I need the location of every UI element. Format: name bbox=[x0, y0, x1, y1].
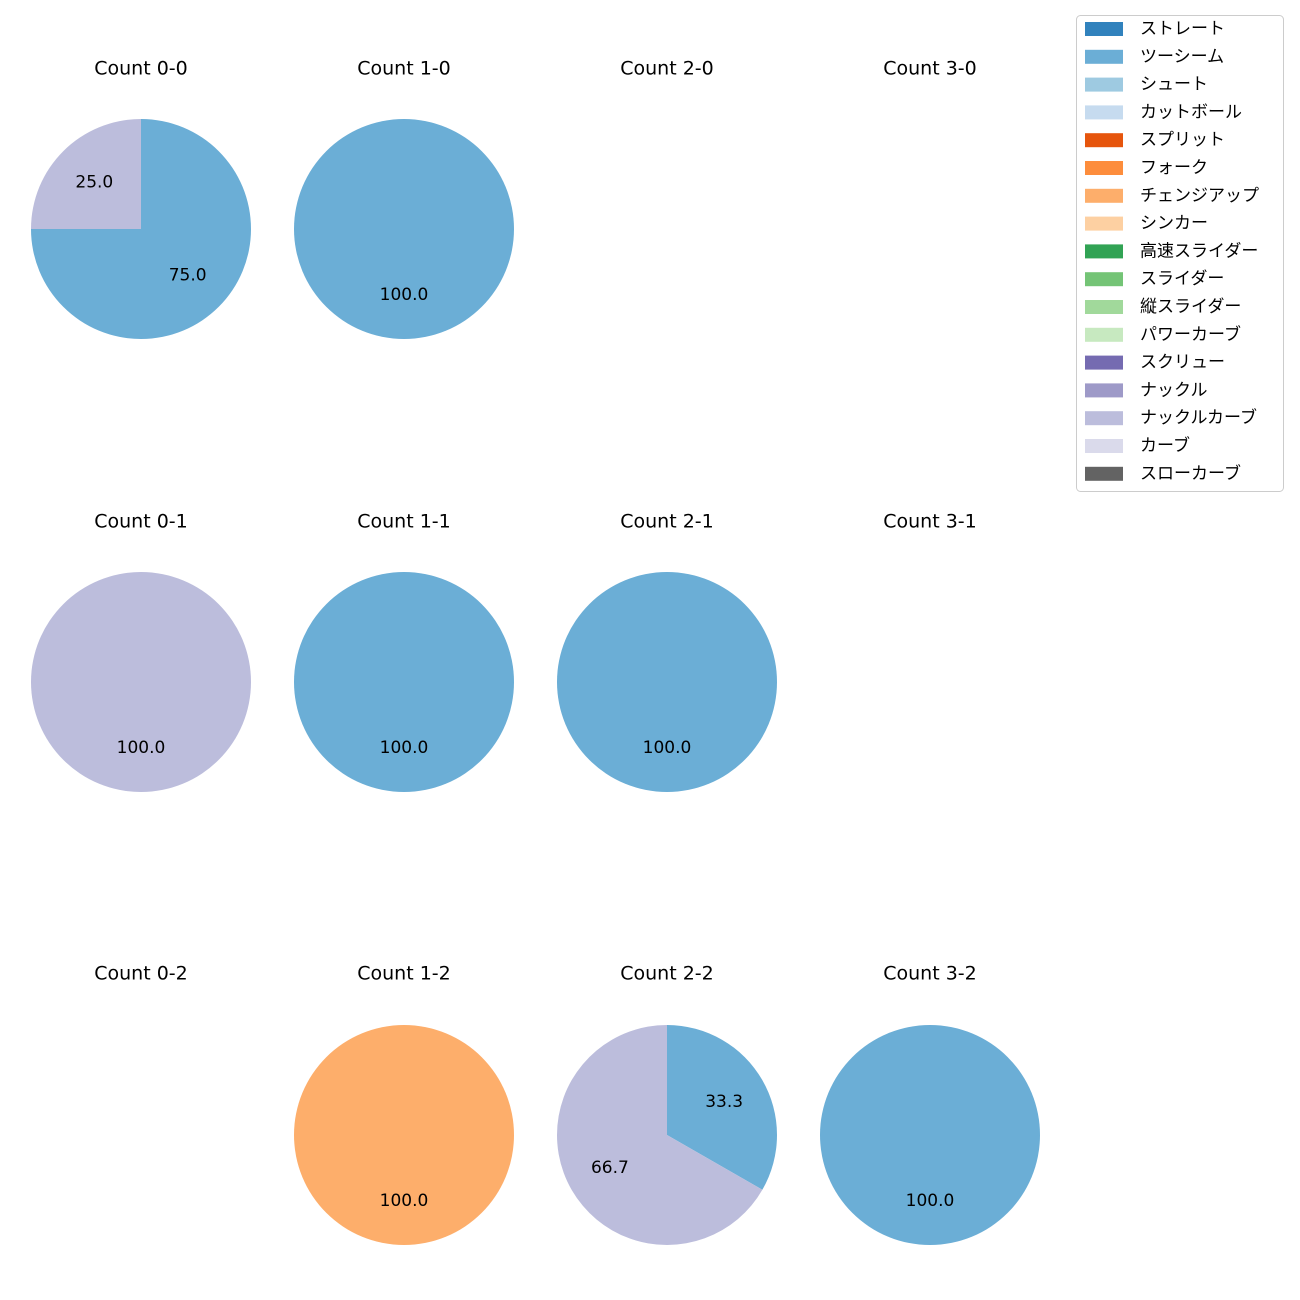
pie-slice bbox=[667, 1025, 777, 1190]
pie-panels: Count 0-0 75.0 25.0 Count 1-0 100.0 Count 2-0… bbox=[31, 58, 1040, 1246]
legend-label: スライダー bbox=[1140, 269, 1224, 289]
pie-panel: Count 3-2 100.0 bbox=[820, 963, 1040, 1245]
legend-label: 高速スライダー bbox=[1140, 241, 1258, 261]
legend-label: シンカー bbox=[1140, 214, 1208, 234]
panel-title: Count 0-0 bbox=[94, 58, 188, 80]
panel-title: Count 3-1 bbox=[883, 511, 977, 533]
legend-item: パワーカーブ bbox=[1085, 324, 1241, 345]
panel-title: Count 1-2 bbox=[357, 963, 451, 985]
slice-label: 100.0 bbox=[380, 738, 429, 758]
legend-swatch bbox=[1085, 244, 1123, 259]
slice-label: 100.0 bbox=[380, 1191, 429, 1211]
legend-item: カーブ bbox=[1085, 435, 1190, 456]
legend-swatch bbox=[1085, 161, 1123, 175]
legend-label: スプリット bbox=[1140, 130, 1225, 150]
legend-label: ツーシーム bbox=[1140, 47, 1224, 67]
pie-slice bbox=[556, 1025, 763, 1246]
panel-title: Count 2-2 bbox=[620, 963, 714, 985]
legend: ストレートツーシームシュートカットボールスプリットフォークチェンジアップシンカー… bbox=[1076, 15, 1284, 492]
legend-label: カーブ bbox=[1140, 435, 1190, 456]
pie-panel: Count 0-0 75.0 25.0 bbox=[31, 58, 251, 339]
pie-panel: Count 0-2 bbox=[94, 963, 188, 985]
panel-title: Count 2-0 bbox=[620, 58, 714, 80]
legend-item: 高速スライダー bbox=[1085, 241, 1258, 261]
pie-slice bbox=[294, 572, 514, 792]
legend-label: シュート bbox=[1140, 75, 1208, 95]
legend-item: チェンジアップ bbox=[1085, 186, 1259, 206]
legend-label: カットボール bbox=[1140, 102, 1242, 122]
legend-item: スクリュー bbox=[1085, 353, 1225, 373]
slice-label: 100.0 bbox=[117, 738, 166, 758]
legend-label: ストレート bbox=[1140, 19, 1225, 39]
pie-slice bbox=[294, 1025, 514, 1245]
legend-label: ナックルカーブ bbox=[1140, 407, 1257, 428]
legend-item: ツーシーム bbox=[1085, 47, 1224, 67]
panel-title: Count 3-2 bbox=[883, 963, 977, 985]
pie-panel: Count 2-0 bbox=[620, 58, 714, 80]
panel-title: Count 1-1 bbox=[357, 511, 451, 533]
pie-panel: Count 2-1 100.0 bbox=[557, 511, 777, 792]
slice-label: 100.0 bbox=[906, 1191, 955, 1211]
panel-title: Count 2-1 bbox=[620, 511, 714, 533]
legend-label: フォーク bbox=[1140, 158, 1208, 178]
pie-panel: Count 1-2 100.0 bbox=[294, 963, 514, 1245]
legend-swatch bbox=[1085, 439, 1123, 453]
legend-swatch bbox=[1085, 216, 1123, 231]
pie-slice bbox=[557, 572, 777, 792]
legend-label: パワーカーブ bbox=[1140, 324, 1241, 345]
legend-item: ナックルカーブ bbox=[1085, 407, 1257, 428]
legend-swatch bbox=[1085, 22, 1123, 36]
legend-label: スローカーブ bbox=[1140, 463, 1241, 484]
pie-panel: Count 0-1 100.0 bbox=[31, 511, 251, 792]
legend-swatch bbox=[1085, 327, 1123, 342]
legend-frame bbox=[1076, 15, 1284, 492]
panel-title: Count 3-0 bbox=[883, 58, 977, 80]
legend-swatch bbox=[1085, 300, 1123, 314]
legend-swatch bbox=[1085, 105, 1123, 120]
pie-panel: Count 1-0 100.0 bbox=[294, 58, 514, 339]
pie-slice bbox=[294, 119, 514, 339]
legend-item: ナックル bbox=[1085, 380, 1208, 400]
legend-item: 縦スライダー bbox=[1085, 297, 1241, 317]
legend-item: スローカーブ bbox=[1085, 463, 1241, 484]
slice-label: 66.7 bbox=[591, 1158, 629, 1178]
legend-item: スライダー bbox=[1085, 269, 1224, 289]
legend-swatch bbox=[1085, 355, 1123, 370]
slice-label: 25.0 bbox=[75, 172, 113, 192]
pie-slice bbox=[820, 1025, 1040, 1245]
slice-label: 33.3 bbox=[705, 1092, 743, 1112]
legend-item: カットボール bbox=[1085, 102, 1242, 122]
legend-swatch bbox=[1085, 383, 1123, 398]
legend-swatch bbox=[1085, 49, 1123, 64]
legend-label: チェンジアップ bbox=[1140, 186, 1259, 206]
legend-label: スクリュー bbox=[1140, 353, 1225, 373]
legend-swatch bbox=[1085, 133, 1123, 148]
pie-slice bbox=[31, 572, 251, 792]
legend-swatch bbox=[1085, 77, 1123, 92]
legend-item: スプリット bbox=[1085, 130, 1225, 150]
panel-title: Count 1-0 bbox=[357, 58, 451, 80]
slice-label: 100.0 bbox=[643, 738, 692, 758]
pie-panel: Count 2-2 33.3 66.7 bbox=[556, 963, 777, 1246]
pie-panel: Count 1-1 100.0 bbox=[294, 511, 514, 792]
legend-item: ストレート bbox=[1085, 19, 1225, 39]
legend-swatch bbox=[1085, 188, 1123, 203]
legend-swatch bbox=[1085, 411, 1123, 426]
legend-item: シンカー bbox=[1085, 214, 1208, 234]
slice-label: 100.0 bbox=[380, 285, 429, 305]
slice-label: 75.0 bbox=[169, 266, 207, 286]
legend-item: シュート bbox=[1085, 75, 1208, 95]
legend-swatch bbox=[1085, 272, 1123, 287]
legend-label: 縦スライダー bbox=[1140, 297, 1241, 317]
legend-item: フォーク bbox=[1085, 158, 1208, 178]
pie-panel: Count 3-0 bbox=[883, 58, 977, 80]
panel-title: Count 0-2 bbox=[94, 963, 188, 985]
pie-slice bbox=[31, 119, 141, 229]
legend-label: ナックル bbox=[1140, 380, 1208, 400]
legend-swatch bbox=[1085, 466, 1123, 481]
pie-panel: Count 3-1 bbox=[883, 511, 977, 533]
panel-title: Count 0-1 bbox=[94, 511, 188, 533]
